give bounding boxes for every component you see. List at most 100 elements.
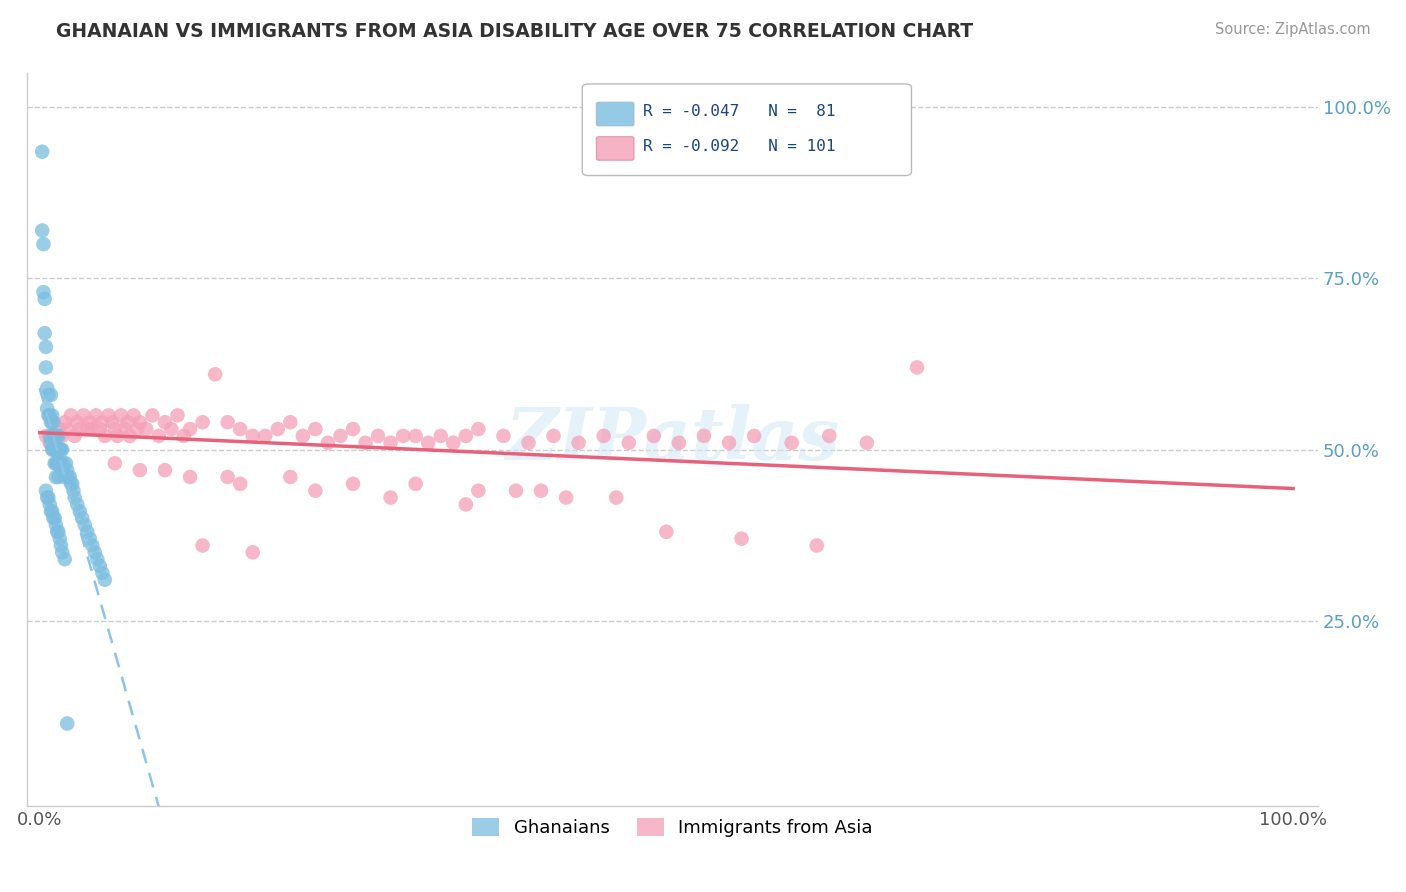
Point: [56, 422, 79, 436]
Point: [76, 524, 98, 539]
Point: [127, 422, 149, 436]
Point: [35, 340, 58, 354]
Point: [267, 422, 290, 436]
Point: [48, 456, 70, 470]
Point: [89, 559, 111, 574]
Point: [53, 552, 76, 566]
Point: [82, 422, 104, 436]
Point: [405, 476, 427, 491]
Point: [405, 429, 427, 443]
Point: [52, 456, 75, 470]
Point: [59, 470, 82, 484]
Point: [59, 476, 82, 491]
Point: [617, 435, 640, 450]
Point: [367, 429, 389, 443]
Point: [37, 388, 59, 402]
Point: [49, 539, 72, 553]
Point: [110, 409, 132, 423]
Point: [129, 415, 152, 429]
Point: [38, 429, 60, 443]
Point: [153, 463, 176, 477]
Point: [84, 409, 107, 423]
FancyBboxPatch shape: [582, 84, 911, 176]
Point: [69, 504, 91, 518]
Point: [51, 463, 73, 477]
Point: [44, 456, 66, 470]
Point: [117, 415, 139, 429]
Point: [35, 429, 58, 443]
Point: [905, 360, 928, 375]
Text: ZIPatlas: ZIPatlas: [506, 404, 839, 475]
Point: [730, 532, 752, 546]
Point: [517, 435, 540, 450]
Point: [329, 429, 352, 443]
Point: [51, 429, 73, 443]
Text: GHANAIAN VS IMMIGRANTS FROM ASIA DISABILITY AGE OVER 75 CORRELATION CHART: GHANAIAN VS IMMIGRANTS FROM ASIA DISABIL…: [56, 22, 973, 41]
Point: [38, 497, 60, 511]
Point: [304, 422, 326, 436]
Point: [35, 483, 58, 498]
Point: [105, 429, 128, 443]
Point: [44, 511, 66, 525]
Point: [63, 429, 86, 443]
Point: [44, 442, 66, 457]
Point: [46, 456, 69, 470]
Point: [242, 429, 264, 443]
Point: [543, 429, 565, 443]
Point: [467, 483, 489, 498]
Point: [278, 470, 301, 484]
Point: [41, 409, 63, 423]
Point: [505, 483, 527, 498]
Point: [48, 429, 70, 443]
Point: [380, 435, 402, 450]
Point: [160, 422, 183, 436]
Point: [204, 368, 226, 382]
Point: [229, 476, 252, 491]
Point: [32, 237, 55, 252]
Point: [53, 470, 76, 484]
Point: [41, 442, 63, 457]
Point: [66, 415, 89, 429]
Text: R = -0.092   N = 101: R = -0.092 N = 101: [643, 139, 835, 153]
Point: [429, 429, 451, 443]
Point: [44, 429, 66, 443]
Point: [242, 545, 264, 559]
Point: [179, 470, 201, 484]
Point: [34, 292, 56, 306]
Point: [173, 429, 195, 443]
Point: [278, 415, 301, 429]
Text: Source: ZipAtlas.com: Source: ZipAtlas.com: [1215, 22, 1371, 37]
Point: [97, 409, 120, 423]
Point: [114, 422, 136, 436]
Point: [354, 435, 377, 450]
Point: [104, 456, 127, 470]
Point: [104, 422, 127, 436]
Point: [655, 524, 678, 539]
Point: [135, 422, 157, 436]
Point: [58, 470, 80, 484]
Point: [51, 442, 73, 457]
Point: [316, 435, 339, 450]
Point: [148, 429, 170, 443]
Point: [806, 539, 828, 553]
Point: [42, 415, 65, 429]
Point: [668, 435, 690, 450]
Point: [229, 422, 252, 436]
Point: [31, 145, 53, 159]
Point: [118, 429, 141, 443]
Point: [42, 442, 65, 457]
Point: [79, 415, 101, 429]
Point: [191, 539, 214, 553]
Point: [191, 415, 214, 429]
Point: [122, 409, 145, 423]
Point: [63, 491, 86, 505]
Point: [39, 415, 62, 429]
Point: [592, 429, 614, 443]
Point: [718, 435, 741, 450]
Point: [72, 511, 94, 525]
Point: [37, 491, 59, 505]
Point: [49, 456, 72, 470]
Point: [44, 429, 66, 443]
Point: [46, 442, 69, 457]
Point: [441, 435, 464, 450]
